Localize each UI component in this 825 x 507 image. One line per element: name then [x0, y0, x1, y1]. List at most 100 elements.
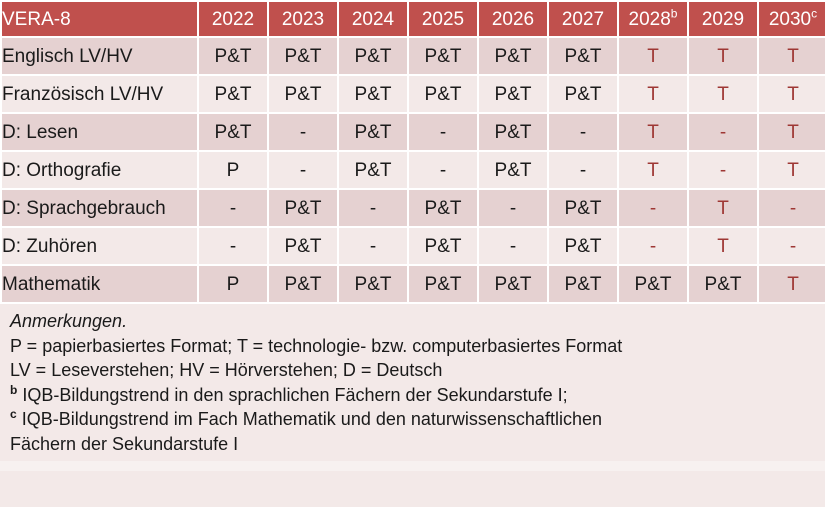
table-notes: Anmerkungen. P = papierbasiertes Format;… — [0, 304, 825, 461]
table-cell: P&T — [409, 228, 477, 264]
notes-footnote-b: b IQB-Bildungstrend in den sprachlichen … — [10, 384, 815, 409]
table-cell: T — [689, 76, 757, 112]
row-label: D: Sprachgebrauch — [2, 190, 197, 226]
table-cell: P&T — [199, 38, 267, 74]
bottom-edge-strip — [0, 461, 825, 471]
table-cell: P&T — [549, 228, 617, 264]
row-label: D: Zuhören — [2, 228, 197, 264]
table-cell: T — [689, 38, 757, 74]
table-cell: - — [549, 152, 617, 188]
column-header-2029: 2029 — [689, 2, 757, 36]
table-cell: T — [619, 152, 687, 188]
table-cell: P&T — [619, 266, 687, 302]
row-label: D: Orthografie — [2, 152, 197, 188]
row-label: Mathematik — [2, 266, 197, 302]
column-header-2022-label: 2022 — [211, 8, 255, 30]
column-header-2026-label: 2026 — [491, 8, 535, 30]
table-cell: T — [759, 266, 825, 302]
table-cell: - — [689, 152, 757, 188]
table-cell: T — [759, 38, 825, 74]
table-cell: T — [759, 152, 825, 188]
table-row: D: Lesen P&T - P&T - P&T - T - T — [2, 114, 825, 150]
column-header-2023: 2023 — [269, 2, 337, 36]
table-cell: - — [409, 152, 477, 188]
table-cell: P&T — [339, 266, 407, 302]
table-cell: - — [199, 228, 267, 264]
table-cell: P&T — [549, 38, 617, 74]
column-header-2024-label: 2024 — [351, 8, 395, 30]
table-cell: T — [759, 76, 825, 112]
table-cell: - — [269, 152, 337, 188]
notes-footnote-c: c IQB-Bildungstrend im Fach Mathematik u… — [10, 408, 815, 433]
table-cell: P&T — [479, 76, 547, 112]
table-cell: P&T — [409, 76, 477, 112]
table-cell: - — [619, 190, 687, 226]
vera8-schedule-table: VERA-8 2022 2023 2024 2025 2026 2027 202… — [0, 0, 825, 304]
table-cell: - — [479, 228, 547, 264]
table-cell: P&T — [269, 190, 337, 226]
table-row: Französisch LV/HV P&T P&T P&T P&T P&T P&T T T T — [2, 76, 825, 112]
footnote-marker-c: c — [811, 6, 818, 21]
column-header-2029-label: 2029 — [701, 8, 745, 30]
column-header-2024: 2024 — [339, 2, 407, 36]
table-cell: P&T — [339, 38, 407, 74]
notes-line-formats: P = papierbasiertes Format; T = technolo… — [10, 335, 623, 356]
table-cell: - — [759, 190, 825, 226]
notes-line-abbreviations: LV = Leseverstehen; HV = Hörverstehen; D… — [10, 360, 443, 380]
table-cell: P&T — [269, 76, 337, 112]
table-cell: P&T — [269, 228, 337, 264]
table-cell: P&T — [269, 266, 337, 302]
table-cell: - — [479, 190, 547, 226]
row-label: Englisch LV/HV — [2, 38, 197, 74]
table-cell: P&T — [199, 114, 267, 150]
table-cell: P&T — [549, 76, 617, 112]
table-cell: - — [269, 114, 337, 150]
notes-footnote-c-continued: Fächern der Sekundarstufe I — [10, 433, 239, 454]
table-cell: P&T — [339, 114, 407, 150]
table-cell: - — [199, 190, 267, 226]
table-title-cell: VERA-8 — [2, 2, 197, 36]
column-header-2028-label: 2028 — [628, 8, 671, 30]
column-header-2022: 2022 — [199, 2, 267, 36]
table-cell: T — [619, 38, 687, 74]
column-header-2030-label: 2030 — [768, 8, 812, 30]
row-label: D: Lesen — [2, 114, 197, 150]
column-header-2023-label: 2023 — [281, 8, 325, 30]
table-cell: - — [689, 114, 757, 150]
footnote-b-text: IQB-Bildungstrend in den sprachlichen Fä… — [17, 384, 568, 405]
table-cell: P&T — [269, 38, 337, 74]
footnote-b-mark: b — [10, 382, 18, 397]
table-row: Mathematik P P&T P&T P&T P&T P&T P&T P&T T — [2, 266, 825, 302]
notes-heading: Anmerkungen. — [10, 311, 128, 331]
column-header-2030: 2030c — [759, 2, 825, 36]
table-row: Englisch LV/HV P&T P&T P&T P&T P&T P&T T T T — [2, 38, 825, 74]
table-cell: P&T — [479, 152, 547, 188]
footnote-marker-b: b — [670, 6, 678, 21]
table-body: Englisch LV/HV P&T P&T P&T P&T P&T P&T T T T Franz… — [2, 38, 825, 302]
footnote-c-mark: c — [10, 407, 17, 421]
row-label: Französisch LV/HV — [2, 76, 197, 112]
table-cell: P&T — [689, 266, 757, 302]
table-cell: - — [549, 114, 617, 150]
table-cell: P&T — [479, 38, 547, 74]
table-cell: P&T — [549, 190, 617, 226]
column-header-2025: 2025 — [409, 2, 477, 36]
table-cell: P&T — [339, 76, 407, 112]
table-row: D: Orthografie P - P&T - P&T - T - T — [2, 152, 825, 188]
table-cell: P&T — [339, 152, 407, 188]
table-row: D: Sprachgebrauch - P&T - P&T - P&T - T - — [2, 190, 825, 226]
column-header-2027: 2027 — [549, 2, 617, 36]
table-cell: P&T — [479, 266, 547, 302]
table-cell: T — [619, 76, 687, 112]
header-row: VERA-8 2022 2023 2024 2025 2026 2027 202… — [2, 2, 825, 36]
table-cell: - — [619, 228, 687, 264]
table-cell: - — [759, 228, 825, 264]
column-header-2028: 2028b — [619, 2, 687, 36]
table-cell: P&T — [549, 266, 617, 302]
table-cell: T — [619, 114, 687, 150]
table-cell: - — [409, 114, 477, 150]
table-cell: - — [339, 190, 407, 226]
table-cell: T — [689, 228, 757, 264]
column-header-2026: 2026 — [479, 2, 547, 36]
